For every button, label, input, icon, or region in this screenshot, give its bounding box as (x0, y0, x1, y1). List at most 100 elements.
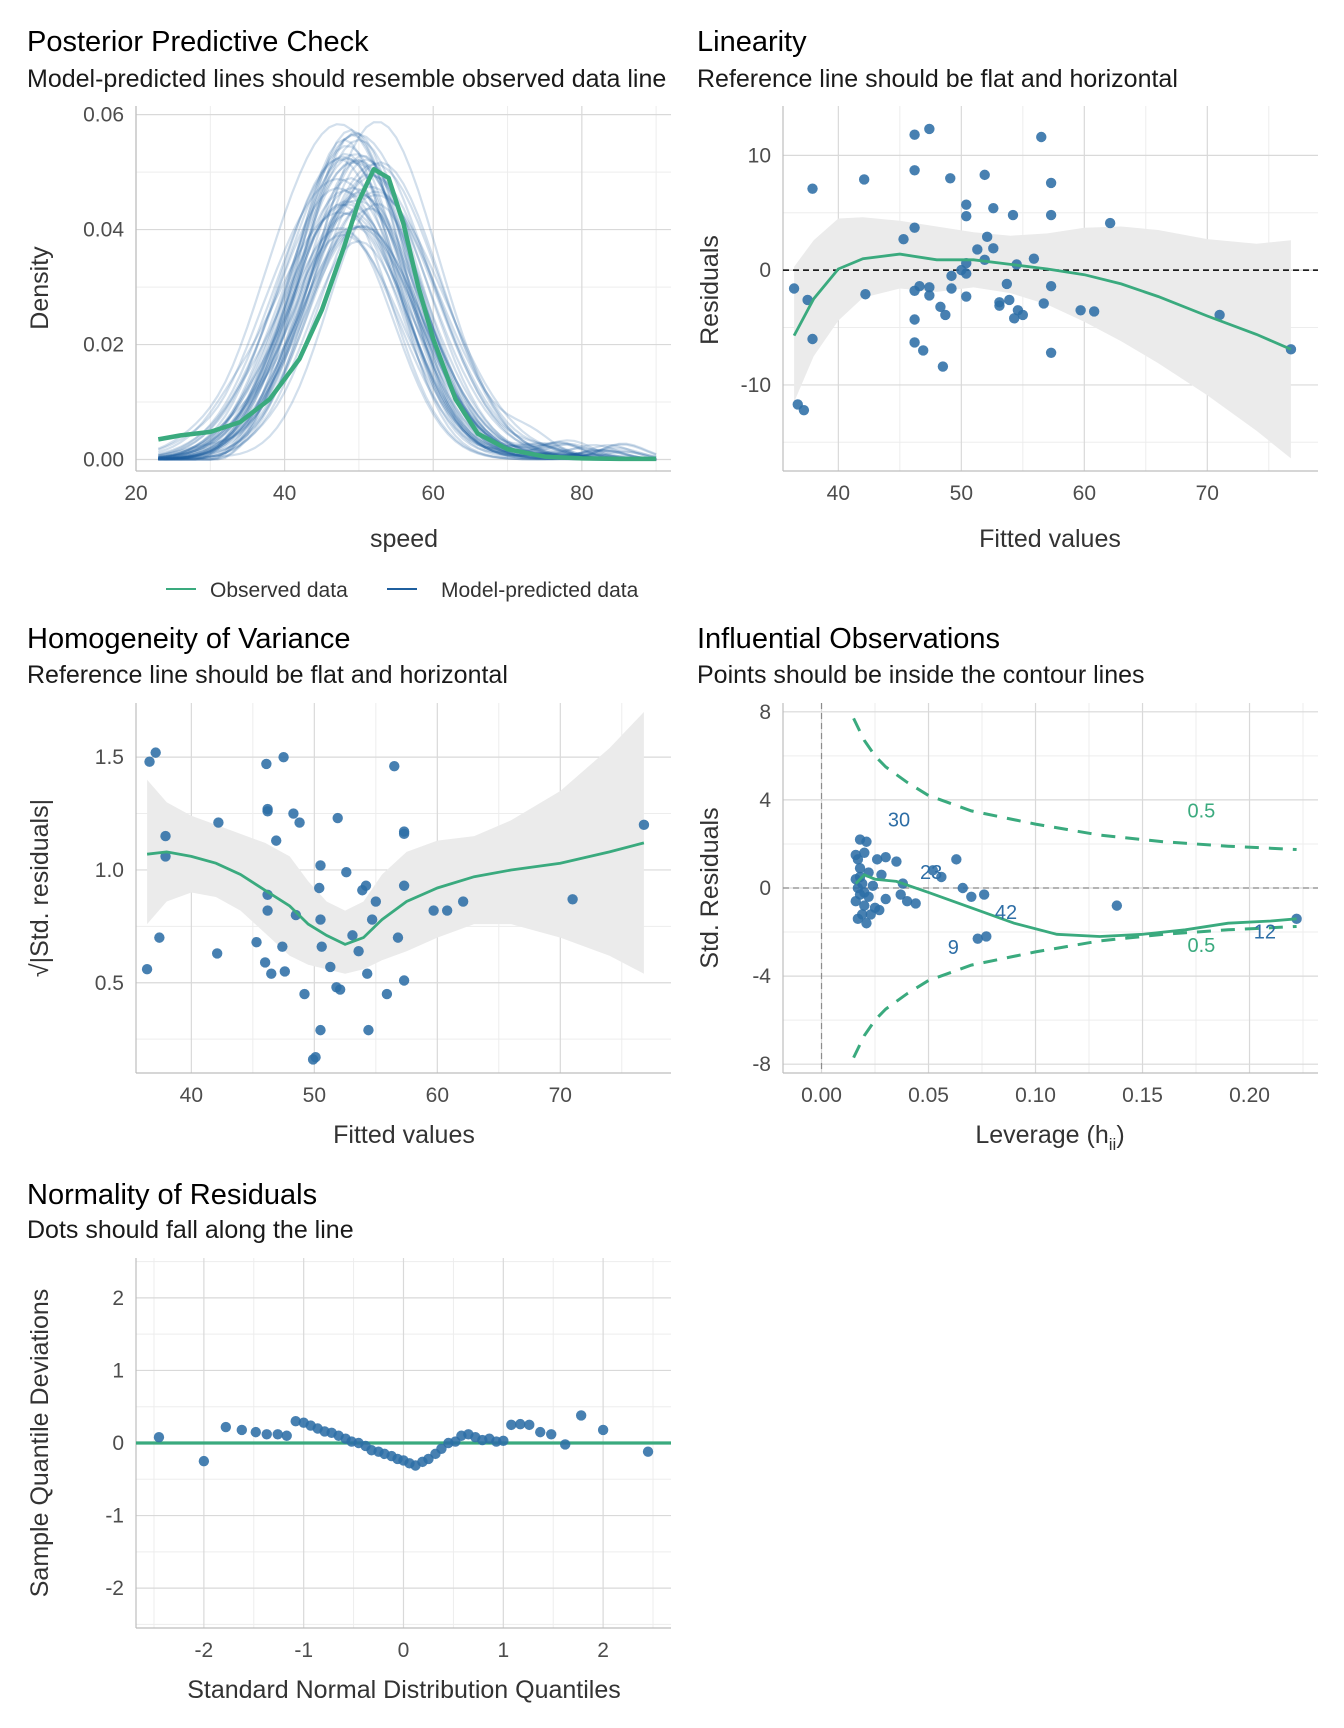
ppc-predicted-line (157, 177, 657, 461)
homogeneity-point (638, 819, 650, 831)
influence-point-label: 12 (1254, 922, 1276, 944)
homogeneity-point (294, 817, 305, 828)
linearity-x-tick-label: 70 (1196, 482, 1219, 505)
linearity-point (972, 244, 983, 255)
normality-point (575, 1410, 587, 1421)
ppc-x-tick-label: 20 (124, 482, 147, 505)
linearity-y-tick-label: 10 (748, 144, 771, 167)
linearity-point (1009, 313, 1020, 324)
influence-point (901, 896, 913, 907)
homogeneity-y-tick-label: 0.5 (95, 972, 124, 995)
linearity-y-tick-label: 0 (759, 259, 771, 282)
linearity-tick-labels: 40 50 60 70 -10 0 10 (741, 144, 1219, 505)
ppc-predicted-line (158, 185, 657, 461)
ppc-predicted-line (158, 155, 657, 461)
normality-point (290, 1416, 301, 1427)
homogeneity-point (567, 894, 578, 905)
ppc-observed-line-path (157, 166, 657, 462)
ppc-x-tick-label: 80 (570, 482, 593, 505)
linearity-x-tick-label: 40 (827, 482, 850, 505)
linearity-point (1036, 131, 1047, 143)
linearity-point (860, 289, 871, 300)
linearity-panel: Linearity Reference line should be flat … (696, 26, 1318, 553)
linearity-point (1038, 298, 1049, 309)
influence-x-axis-label-text: Leverage (h (975, 1121, 1108, 1149)
influence-x-tick-label: 0.05 (908, 1084, 949, 1107)
homogeneity-point (381, 988, 393, 1000)
linearity-point (961, 199, 972, 210)
homogeneity-point (154, 932, 165, 943)
linearity-point (798, 404, 810, 416)
ppc-predicted-line (158, 193, 657, 461)
homogeneity-y-tick-label: 1.5 (95, 746, 124, 769)
homogeneity-point (398, 828, 410, 840)
ppc-predicted-line (158, 161, 657, 461)
influence-title: Influential Observations (697, 623, 1000, 655)
linearity-point (940, 309, 951, 321)
ppc-title: Posterior Predictive Check (27, 26, 369, 58)
influence-point-label: 23 (920, 862, 942, 884)
ppc-predicted-line (158, 155, 657, 461)
ppc-x-tick-label: 60 (422, 482, 445, 505)
homogeneity-subtitle: Reference line should be flat and horizo… (27, 661, 508, 689)
linearity-point (961, 210, 972, 222)
homogeneity-point (288, 808, 299, 819)
influence-point (876, 869, 887, 880)
influence-x-tick-label: 0.10 (1015, 1084, 1056, 1107)
linearity-point (807, 333, 818, 345)
influence-point (927, 865, 938, 876)
homogeneity-point (310, 1052, 321, 1063)
homogeneity-point (441, 905, 453, 916)
influence-y-axis-label: Std. Residuals (696, 807, 724, 968)
linearity-point (914, 281, 925, 292)
homogeneity-x-tick-label: 40 (180, 1084, 203, 1107)
normality-point (261, 1429, 272, 1440)
homogeneity-smooth-line (146, 841, 645, 946)
homogeneity-point (332, 812, 343, 824)
normality-y-tick-label: -1 (105, 1505, 124, 1528)
homogeneity-point (213, 817, 224, 828)
influence-point (867, 880, 879, 891)
influence-point (972, 933, 983, 944)
legend-observed-label: Observed data (210, 579, 348, 602)
homogeneity-point (398, 975, 410, 986)
influence-point (852, 854, 864, 865)
ppc-legend: Observed data Model-predicted data (166, 579, 639, 602)
homogeneity-point (144, 756, 155, 767)
linearity-point (909, 222, 920, 233)
homogeneity-point (316, 941, 327, 952)
homogeneity-point (353, 945, 364, 957)
normality-x-tick-label: -1 (294, 1639, 313, 1662)
linearity-y-axis-label: Residuals (696, 235, 724, 345)
influence-contour-upper (852, 717, 1297, 851)
linearity-x-tick-label: 60 (1073, 482, 1096, 505)
influence-tick-labels: 0.00 0.05 0.10 0.15 0.20 -8 -4 0 4 8 (752, 701, 1270, 1107)
linearity-point (1017, 309, 1029, 321)
normality-tick-labels: -2 -1 0 1 2 -2 -1 0 1 2 (105, 1287, 609, 1662)
influence-point (936, 871, 947, 883)
influence-y-tick-label: -8 (752, 1053, 771, 1076)
influence-smooth-path (854, 873, 1297, 938)
influence-contour-label: 0.5 (1187, 935, 1215, 957)
homogeneity-x-tick-label: 60 (426, 1084, 449, 1107)
homogeneity-point (266, 968, 277, 979)
influence-point (861, 836, 872, 847)
homogeneity-points (141, 747, 650, 1065)
normality-point (506, 1419, 517, 1431)
linearity-title: Linearity (697, 26, 807, 58)
influence-x-tick-label: 0.00 (801, 1084, 842, 1107)
homogeneity-point (347, 930, 358, 941)
ppc-predicted-line (158, 186, 657, 461)
influence-point (895, 889, 906, 900)
influence-point (957, 882, 968, 894)
influence-point (854, 862, 866, 874)
ppc-y-axis-label: Density (26, 246, 54, 330)
ppc-predicted-line (157, 211, 657, 461)
influence-point (850, 896, 861, 907)
homogeneity-point (366, 914, 378, 925)
normality-title: Normality of Residuals (27, 1179, 317, 1211)
influence-point (981, 931, 992, 942)
homogeneity-point (325, 961, 336, 973)
normality-point (436, 1443, 447, 1455)
